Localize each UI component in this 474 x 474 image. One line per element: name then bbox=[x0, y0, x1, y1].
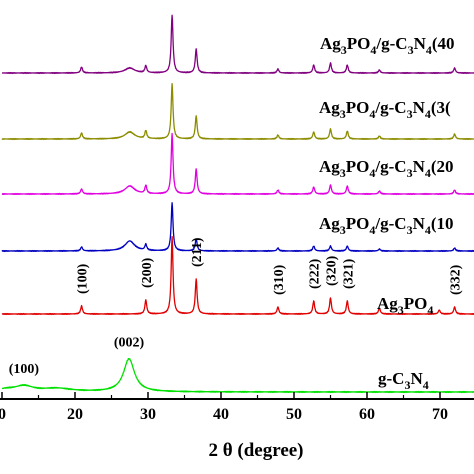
series-trace-2 bbox=[1, 202, 474, 253]
x-tick-label: 0 bbox=[0, 406, 6, 423]
series-trace-1 bbox=[1, 236, 474, 316]
peak-label: (100) bbox=[76, 263, 91, 294]
series-trace-0 bbox=[1, 357, 474, 394]
peak-label: (310) bbox=[272, 264, 287, 295]
x-tick-label: 30 bbox=[140, 406, 156, 423]
peak-label: (222) bbox=[308, 258, 323, 289]
x-tick-label: 50 bbox=[286, 406, 302, 423]
x-axis-title: 2 θ (degree) bbox=[208, 440, 303, 461]
peak-label: (321) bbox=[341, 258, 356, 289]
peak-label: (200) bbox=[140, 257, 155, 288]
series-label-3: Ag3PO4/g-C3N4(20 bbox=[319, 157, 454, 180]
series-label-0: g-C3N4 bbox=[378, 369, 429, 392]
series-label-4: Ag3PO4/g-C3N4(3( bbox=[319, 98, 451, 121]
series-label-1: Ag3PO4 bbox=[377, 294, 433, 317]
x-tick-label: 70 bbox=[432, 406, 448, 423]
series-labels: g-C3N4 Ag3PO4 Ag3PO4/g-C3N4(10 Ag3PO4/g-C3N… bbox=[319, 34, 455, 392]
x-tick-label: 60 bbox=[359, 406, 375, 423]
peak-label: (320) bbox=[325, 255, 340, 286]
peak-label: (211) bbox=[190, 237, 205, 267]
traces bbox=[1, 14, 474, 394]
series-trace-4 bbox=[1, 82, 474, 141]
x-tick-label: 20 bbox=[67, 406, 83, 423]
series-trace-5 bbox=[1, 14, 474, 75]
peak-labels: (100) (002) (100) (200) (211) (310) (222) (320)… bbox=[9, 237, 464, 377]
series-label-5: Ag3PO4/g-C3N4(40 bbox=[320, 34, 455, 57]
series-trace-3 bbox=[1, 132, 474, 196]
series-label-2: Ag3PO4/g-C3N4(10 bbox=[319, 214, 454, 237]
peak-label: (332) bbox=[449, 264, 464, 295]
peak-label: (002) bbox=[114, 335, 145, 350]
peak-label: (100) bbox=[9, 362, 40, 377]
x-axis: 0 20 30 40 50 60 70 bbox=[0, 392, 474, 423]
x-tick-label: 40 bbox=[213, 406, 229, 423]
